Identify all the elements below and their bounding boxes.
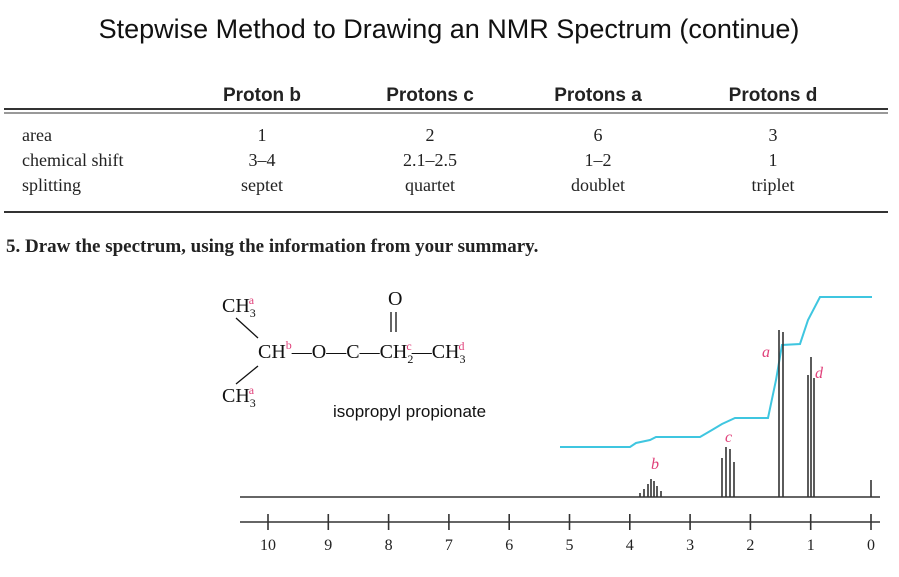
integral-curve bbox=[560, 296, 872, 448]
compound-name: isopropyl propionate bbox=[333, 402, 486, 421]
cell: 2 bbox=[426, 125, 435, 145]
bond bbox=[235, 365, 259, 385]
header: Protons a bbox=[554, 85, 642, 106]
header: Protons c bbox=[386, 85, 474, 106]
cell: 6 bbox=[594, 125, 603, 145]
step-text: 5. Draw the spectrum, using the informat… bbox=[6, 236, 538, 257]
cell: 3–4 bbox=[249, 150, 276, 170]
bond bbox=[235, 317, 259, 339]
cell: doublet bbox=[571, 175, 625, 195]
peak-d bbox=[807, 357, 815, 497]
group: CH3a bbox=[222, 383, 256, 410]
peak-b bbox=[639, 479, 662, 497]
structure: O CH3a CHb—O—C—CH2c—CH3d CH3a isopropyl … bbox=[222, 288, 486, 421]
peak-label: b bbox=[651, 456, 659, 473]
atom: O bbox=[388, 288, 402, 310]
peak-c bbox=[721, 447, 735, 497]
group: CH3a bbox=[222, 293, 256, 320]
peak-label: d bbox=[815, 365, 824, 382]
tick-label: 0 bbox=[867, 537, 875, 554]
cell: 1–2 bbox=[585, 150, 612, 170]
chain: CHb—O—C—CH2c—CH3d bbox=[258, 338, 466, 366]
cell: septet bbox=[241, 175, 283, 195]
peak-a bbox=[778, 330, 784, 497]
spectrum: a b c d 10 9 8 7 6 5 4 3 2 1 0 bbox=[240, 296, 880, 554]
peak-label: a bbox=[762, 344, 770, 361]
header: Protons d bbox=[729, 85, 818, 106]
tick-label: 10 bbox=[260, 537, 276, 554]
tick-label: 8 bbox=[385, 537, 393, 554]
tick-label: 5 bbox=[566, 537, 574, 554]
cell: quartet bbox=[405, 175, 455, 195]
title: Stepwise Method to Drawing an NMR Spectr… bbox=[99, 14, 800, 44]
cell: 1 bbox=[258, 125, 267, 145]
row-label: splitting bbox=[22, 175, 81, 195]
cell: 1 bbox=[769, 150, 778, 170]
tick-label: 6 bbox=[505, 537, 513, 554]
row-label: chemical shift bbox=[22, 150, 123, 170]
tick-label: 1 bbox=[807, 537, 815, 554]
peak-label: c bbox=[725, 429, 732, 446]
cell: 3 bbox=[769, 125, 778, 145]
cell: triplet bbox=[752, 175, 795, 195]
tick-label: 3 bbox=[686, 537, 694, 554]
header: Proton b bbox=[223, 85, 301, 106]
tick-label: 7 bbox=[445, 537, 453, 554]
tick-label: 9 bbox=[324, 537, 332, 554]
tick-label: 2 bbox=[746, 537, 754, 554]
summary-table: Proton b Protons c Protons a Protons d a… bbox=[4, 85, 888, 213]
cell: 2.1–2.5 bbox=[403, 150, 457, 170]
row-label: area bbox=[22, 125, 52, 145]
tick-label: 4 bbox=[626, 537, 634, 554]
